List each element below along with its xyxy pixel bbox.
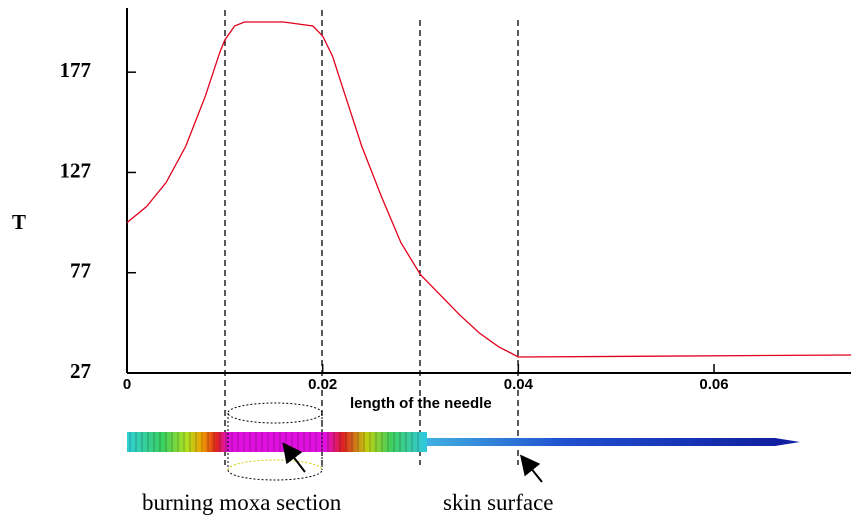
needle [127, 402, 800, 483]
x-tick-label: 0.06 [699, 376, 728, 393]
x-tick-label: 0.02 [308, 376, 337, 393]
y-tick-label: 177 [60, 58, 92, 82]
y-tick-label: 77 [70, 259, 91, 283]
x-tick-label: 0.04 [504, 376, 534, 393]
dashed-guides [224, 10, 519, 465]
y-tick-label: 127 [60, 158, 92, 182]
temperature-line [126, 21, 851, 358]
y-axis-label: T [12, 210, 26, 234]
x-axis-label: length of the needle [350, 395, 492, 412]
y-tick-label: 27 [70, 359, 91, 383]
x-tick-label: 0 [123, 376, 131, 393]
annotation: burning moxa section [142, 490, 342, 515]
annotation: skin surface [443, 490, 554, 515]
